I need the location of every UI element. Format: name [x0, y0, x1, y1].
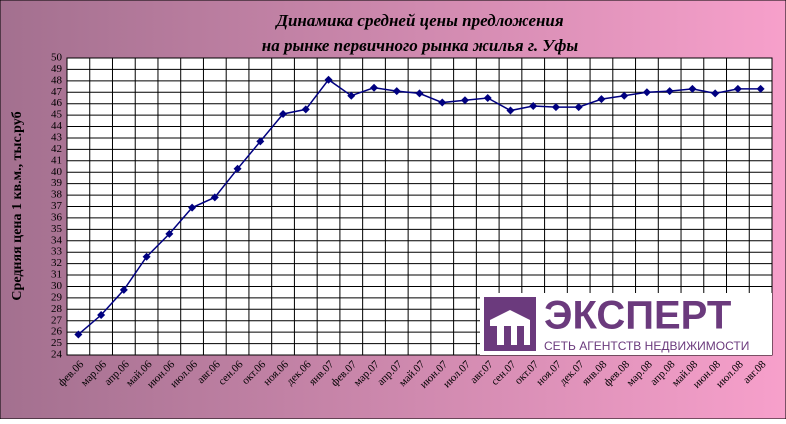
y-tick-label: 25 [51, 337, 63, 349]
marker [347, 91, 356, 100]
marker [188, 203, 197, 212]
marker [210, 193, 219, 202]
y-tick-label: 45 [51, 109, 63, 121]
y-tick-label: 47 [51, 86, 63, 98]
marker [165, 229, 174, 238]
y-tick-label: 49 [51, 63, 63, 75]
logo-name: ЭКСПЕРТ [544, 294, 731, 338]
y-tick-label: 30 [51, 280, 63, 292]
marker [415, 89, 424, 98]
marker [460, 96, 469, 105]
y-tick-label: 44 [51, 120, 63, 132]
marker [324, 75, 333, 84]
marker [756, 84, 765, 93]
marker [97, 311, 106, 320]
marker [733, 84, 742, 93]
marker [483, 93, 492, 102]
marker [529, 101, 538, 110]
marker [688, 84, 697, 93]
y-tick-label: 50 [51, 52, 63, 64]
y-tick-label: 33 [51, 246, 63, 258]
y-tick-label: 28 [51, 303, 63, 315]
y-axis-label: Средняя цена 1 кв.м., тыс.руб [10, 111, 25, 300]
y-tick-label: 35 [51, 223, 63, 235]
marker [597, 95, 606, 104]
y-tick-label: 32 [51, 257, 62, 269]
marker [551, 103, 560, 112]
marker [392, 87, 401, 96]
logo: ЭКСПЕРТ СЕТЬ АГЕНТСТВ НЕДВИЖИМОСТИ [480, 293, 772, 355]
marker [438, 98, 447, 107]
y-tick-label: 31 [51, 269, 62, 281]
marker [256, 137, 265, 146]
logo-icon-house [490, 310, 530, 345]
y-tick-label: 34 [51, 234, 63, 246]
marker [233, 164, 242, 173]
marker [370, 83, 379, 92]
y-tick-label: 26 [51, 326, 63, 338]
chart-title: на рынке первичного рынка жилья г. Уфы [262, 36, 579, 55]
chart-title: Динамика средней цены предложения [274, 11, 564, 30]
y-tick-label: 36 [51, 211, 63, 223]
marker [301, 105, 310, 114]
marker [665, 87, 674, 96]
marker [620, 91, 629, 100]
marker [711, 89, 720, 98]
y-tick-label: 24 [51, 349, 63, 361]
marker [574, 103, 583, 112]
marker [142, 252, 151, 261]
y-tick-label: 40 [51, 166, 63, 178]
y-tick-label: 48 [51, 74, 63, 86]
marker [74, 330, 83, 339]
y-tick-label: 39 [51, 177, 63, 189]
y-tick-label: 42 [51, 143, 62, 155]
y-tick-label: 29 [51, 291, 63, 303]
y-tick-label: 27 [51, 314, 63, 326]
marker [642, 88, 651, 97]
logo-tagline: СЕТЬ АГЕНТСТВ НЕДВИЖИМОСТИ [544, 339, 749, 353]
y-tick-label: 38 [51, 189, 63, 201]
y-tick-label: 46 [51, 97, 63, 109]
y-tick-label: 41 [51, 154, 62, 166]
y-tick-label: 37 [51, 200, 63, 212]
marker [119, 285, 128, 294]
marker [506, 106, 515, 115]
marker [279, 109, 288, 118]
y-tick-label: 43 [51, 131, 63, 143]
